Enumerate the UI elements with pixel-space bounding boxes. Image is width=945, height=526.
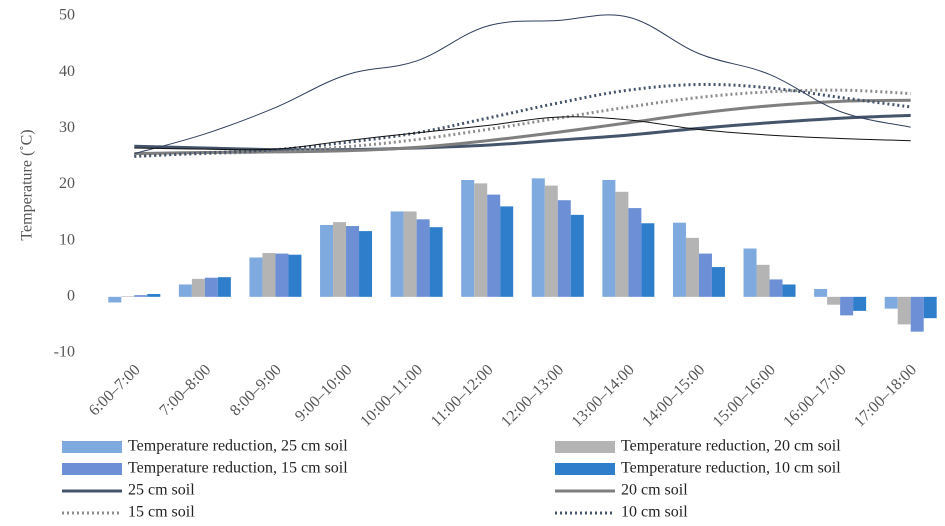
bar (359, 231, 373, 297)
legend-label: 20 cm soil (621, 482, 688, 499)
x-tick-label: 8:00–9:00 (227, 361, 285, 419)
bar (853, 296, 867, 311)
bar (108, 296, 122, 303)
legend-swatch (555, 463, 615, 475)
bar (204, 277, 218, 297)
bar (403, 211, 417, 297)
bar (685, 237, 699, 297)
bar (262, 253, 276, 297)
bar (474, 183, 488, 297)
bar (672, 222, 686, 297)
line (134, 82, 911, 158)
bar (782, 284, 796, 297)
bar (641, 223, 655, 297)
bar (884, 296, 898, 309)
y-axis-label: Temperature (˚C) (19, 129, 36, 240)
bar (217, 277, 231, 297)
bar (134, 295, 148, 297)
bar (461, 180, 475, 297)
bar (814, 288, 828, 297)
bar (178, 284, 192, 297)
bar (544, 185, 558, 297)
bar (769, 279, 783, 297)
bar (390, 211, 404, 297)
bar (923, 296, 937, 319)
bar (897, 296, 911, 325)
legend-label: 25 cm soil (128, 482, 195, 499)
bar (557, 200, 571, 297)
x-tick-label: 6:00–7:00 (86, 361, 144, 419)
bar (910, 296, 924, 332)
legend-label: 15 cm soil (128, 504, 195, 521)
bar (147, 294, 161, 297)
bar (531, 178, 545, 297)
x-tick-label: 15:00–16:00 (710, 361, 779, 430)
x-tick-label: 14:00–15:00 (639, 361, 708, 430)
legend-label: Temperature reduction, 25 cm soil (128, 438, 348, 455)
legend-label: Temperature reduction, 20 cm soil (621, 438, 841, 455)
bar (698, 253, 712, 297)
bar (840, 296, 854, 316)
legend-swatch (62, 463, 122, 475)
bar (500, 206, 514, 297)
x-tick-label: 11:00–12:00 (428, 361, 497, 430)
bar (320, 224, 334, 297)
bar (429, 227, 443, 297)
bar (615, 191, 629, 297)
bar (275, 253, 289, 297)
legend-label: Temperature reduction, 10 cm soil (621, 460, 841, 477)
x-tick-label: 17:00–18:00 (851, 361, 920, 430)
bar (711, 267, 725, 297)
legend-swatch (555, 441, 615, 453)
bar (756, 264, 770, 297)
bar (346, 226, 360, 297)
bar (570, 214, 584, 297)
bar (416, 219, 430, 297)
line (134, 98, 911, 156)
x-tick-label: 13:00–14:00 (569, 361, 638, 430)
y-tick-label: 50 (59, 7, 75, 24)
bar (743, 248, 757, 297)
y-tick-label: 10 (59, 231, 75, 248)
legend-label: Temperature reduction, 15 cm soil (128, 460, 348, 477)
line (134, 116, 911, 151)
y-tick-label: 0 (67, 288, 75, 305)
bar (487, 194, 501, 297)
bar (827, 296, 841, 305)
legend-swatch (62, 441, 122, 453)
y-tick-label: -10 (54, 344, 75, 361)
bar (628, 208, 642, 297)
x-tick-label: 10:00–11:00 (357, 361, 426, 430)
y-tick-label: 30 (59, 119, 75, 136)
bar (249, 257, 263, 297)
x-tick-label: 12:00–13:00 (498, 361, 567, 430)
y-tick-label: 40 (59, 63, 75, 80)
bar (121, 296, 135, 297)
y-tick-label: 20 (59, 175, 75, 192)
x-tick-label: 16:00–17:00 (780, 361, 849, 430)
x-tick-label: 7:00–8:00 (156, 361, 214, 419)
bar (602, 180, 616, 297)
legend-label: 10 cm soil (621, 504, 688, 521)
line (134, 88, 911, 157)
line (134, 14, 911, 155)
bar (191, 278, 205, 297)
x-tick-label: 9:00–10:00 (292, 361, 356, 425)
bar (288, 254, 302, 297)
bar (333, 222, 347, 297)
